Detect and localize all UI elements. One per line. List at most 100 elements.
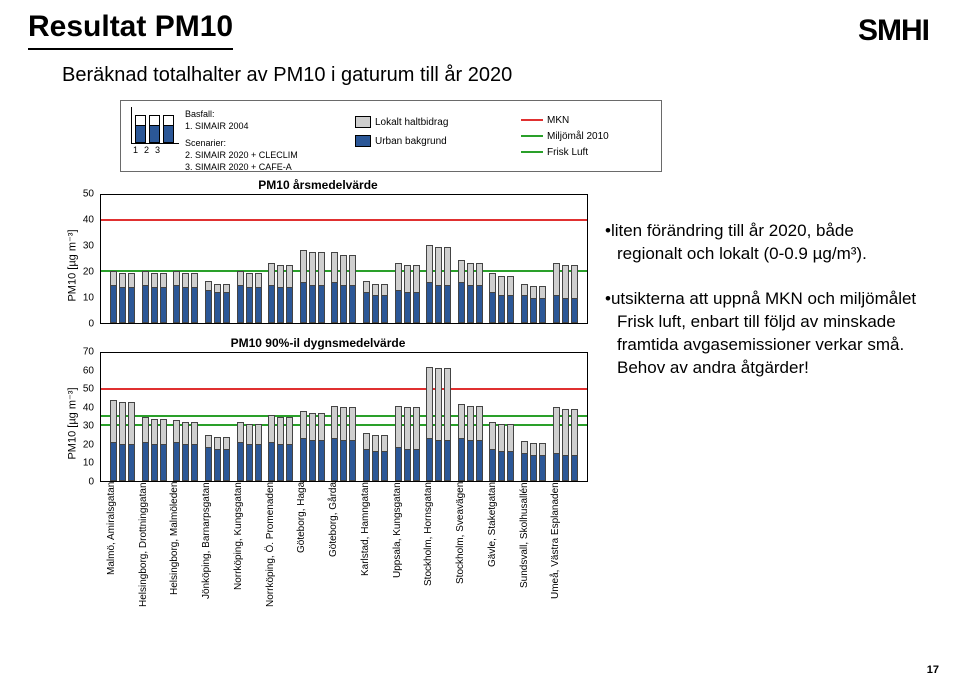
bar-group bbox=[139, 195, 171, 323]
legend-line-friskluft bbox=[521, 151, 543, 153]
legend-scenarier-head: Scenarier: bbox=[185, 138, 355, 150]
bar bbox=[255, 424, 262, 481]
bar bbox=[331, 252, 338, 323]
bar-group bbox=[297, 195, 329, 323]
bar bbox=[300, 250, 307, 323]
bar bbox=[539, 286, 546, 323]
x-label: Jönköping, Barnarpsgatan bbox=[201, 482, 233, 652]
bullet-2-line-4: Behov av andra åtgärder! bbox=[605, 358, 809, 377]
bar bbox=[435, 368, 442, 481]
bar-group bbox=[518, 195, 550, 323]
bar bbox=[277, 265, 284, 323]
bar bbox=[476, 263, 483, 323]
bar bbox=[553, 407, 560, 481]
bar bbox=[182, 422, 189, 481]
bar-group bbox=[297, 353, 329, 481]
bar bbox=[381, 435, 388, 481]
bar-group bbox=[360, 195, 392, 323]
bar bbox=[214, 284, 221, 323]
chart-1: PM10 årsmedelvärdePM10 [µg m⁻³]010203040… bbox=[48, 194, 588, 324]
legend-swatch-urban bbox=[355, 135, 371, 147]
bar-group bbox=[170, 353, 202, 481]
legend-bar-3: 3 bbox=[155, 145, 160, 155]
legend-box: 1 2 3 Basfall: 1. SIMAIR 2004 Scenarier:… bbox=[120, 100, 662, 172]
bar bbox=[237, 271, 244, 323]
bar bbox=[553, 263, 560, 323]
legend-scenarier-2: 2. SIMAIR 2020 + CLECLIM bbox=[185, 150, 355, 162]
bullets: •liten förändring till år 2020, både reg… bbox=[605, 220, 945, 402]
bar bbox=[413, 265, 420, 323]
bar bbox=[160, 273, 167, 323]
x-label: Norrköping, Kungsgatan bbox=[233, 482, 265, 652]
bullet-1-line-1: •liten förändring till år 2020, både bbox=[605, 221, 854, 240]
subtitle: Beräknad totalhalter av PM10 i gaturum t… bbox=[62, 64, 512, 87]
bar bbox=[363, 433, 370, 481]
legend-basfall-1: 1. SIMAIR 2004 bbox=[185, 121, 355, 133]
bar bbox=[467, 406, 474, 481]
legend-bar-numbers: 1 2 3 bbox=[133, 145, 160, 155]
x-label: Stockholm, Sveavägen bbox=[455, 482, 487, 652]
bar-group bbox=[202, 195, 234, 323]
bar-group bbox=[328, 195, 360, 323]
bar-group bbox=[202, 353, 234, 481]
y-tick: 20 bbox=[76, 439, 94, 450]
bar bbox=[571, 409, 578, 481]
x-label: Umeå, Västra Esplanaden bbox=[550, 482, 582, 652]
bar bbox=[191, 422, 198, 481]
bar bbox=[286, 417, 293, 481]
bar-group bbox=[455, 195, 487, 323]
bar bbox=[562, 265, 569, 323]
smhi-logo: SMHI bbox=[858, 14, 929, 48]
plot bbox=[100, 352, 588, 482]
bar bbox=[444, 247, 451, 323]
bar bbox=[571, 265, 578, 323]
bar bbox=[426, 245, 433, 323]
bar bbox=[309, 413, 316, 481]
legend-bar-1: 1 bbox=[133, 145, 138, 155]
bar bbox=[458, 404, 465, 481]
bar bbox=[318, 413, 325, 481]
bar-group bbox=[391, 353, 423, 481]
bar-groups bbox=[101, 195, 587, 323]
bar bbox=[331, 406, 338, 481]
bar bbox=[395, 263, 402, 323]
bar-group bbox=[455, 353, 487, 481]
x-label: Stockholm, Hornsgatan bbox=[423, 482, 455, 652]
bar bbox=[476, 406, 483, 481]
bar bbox=[223, 284, 230, 323]
bar-group bbox=[265, 195, 297, 323]
bar bbox=[223, 437, 230, 481]
bar bbox=[191, 273, 198, 323]
page-title: Resultat PM10 bbox=[28, 10, 233, 50]
y-tick: 30 bbox=[76, 421, 94, 432]
bar-group bbox=[423, 195, 455, 323]
chart-area: PM10 årsmedelvärdePM10 [µg m⁻³]010203040… bbox=[48, 180, 588, 482]
legend-col-lines: MKN Miljömål 2010 Frisk Luft bbox=[521, 113, 609, 161]
bar bbox=[395, 406, 402, 481]
legend-line-mkn bbox=[521, 119, 543, 121]
bar-group bbox=[486, 195, 518, 323]
legend-bar-2: 2 bbox=[144, 145, 149, 155]
bar bbox=[507, 276, 514, 323]
bar bbox=[214, 437, 221, 481]
bullet-2-line-1: •utsikterna att uppnå MKN och miljömålet bbox=[605, 289, 916, 308]
bar bbox=[539, 443, 546, 481]
legend-line-miljomal bbox=[521, 135, 543, 137]
bar bbox=[205, 281, 212, 323]
x-label: Malmö, Amiralsgatan bbox=[106, 482, 138, 652]
y-tick: 70 bbox=[76, 347, 94, 358]
bar bbox=[530, 286, 537, 323]
bar-group bbox=[391, 195, 423, 323]
bar bbox=[142, 271, 149, 323]
bar bbox=[340, 255, 347, 323]
bar bbox=[507, 424, 514, 481]
legend-local-label: Lokalt haltbidrag bbox=[375, 117, 448, 128]
bar bbox=[372, 435, 379, 481]
legend-scenarios: Basfall: 1. SIMAIR 2004 Scenarier: 2. SI… bbox=[185, 109, 355, 173]
bar-group bbox=[549, 195, 581, 323]
bar bbox=[309, 252, 316, 323]
bar bbox=[498, 424, 505, 481]
bar-group bbox=[423, 353, 455, 481]
bar bbox=[110, 271, 117, 323]
bar-groups bbox=[101, 353, 587, 481]
